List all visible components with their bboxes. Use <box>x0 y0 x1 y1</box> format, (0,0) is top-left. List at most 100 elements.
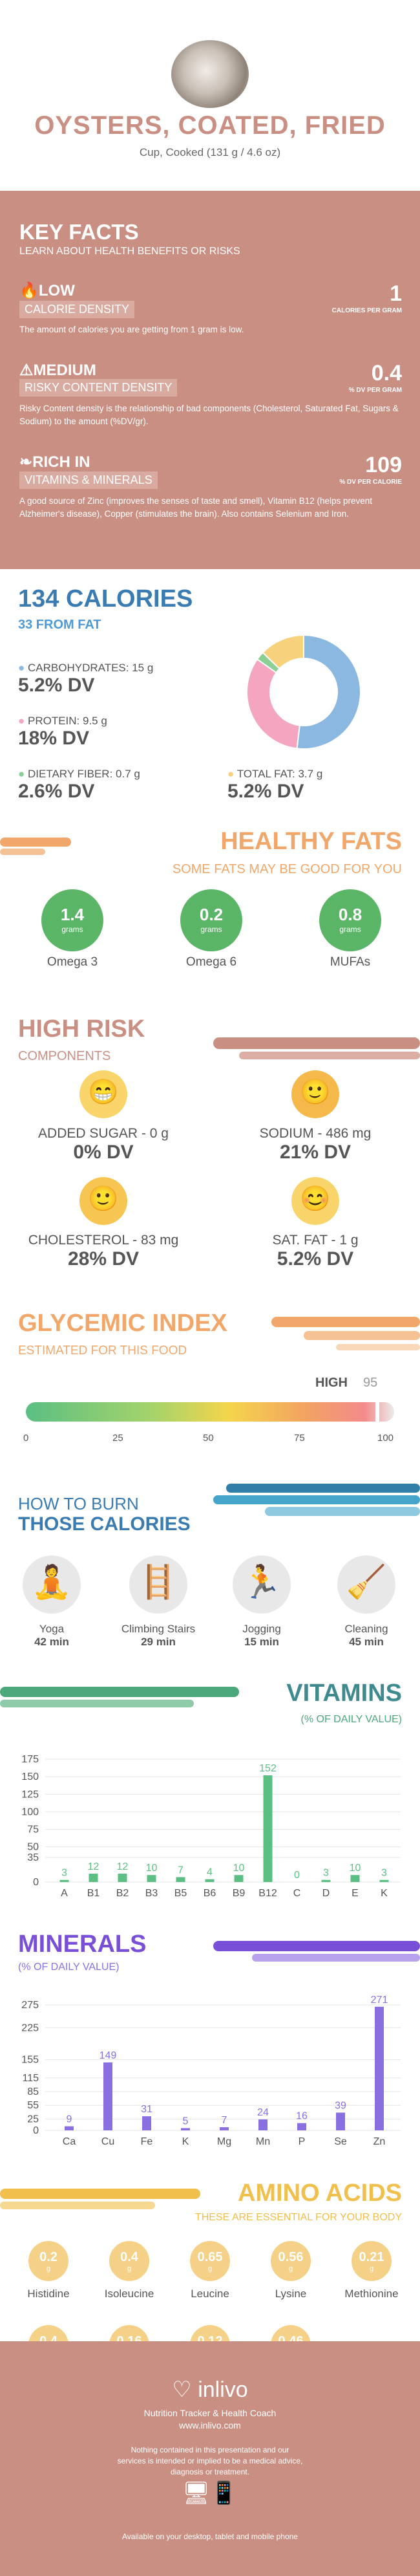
page-title: OYSTERS, COATED, FRIED <box>34 111 386 140</box>
page-subtitle: Cup, Cooked (131 g / 4.6 oz) <box>139 146 281 158</box>
decor-stripes <box>213 1484 420 1516</box>
footer-disclaimer: Nothing contained in this presentation a… <box>117 2445 303 2476</box>
x-tick-label: B5 <box>174 1888 187 1899</box>
amino-value-circle: 0.21 g <box>352 2241 392 2281</box>
high-risk-title: HIGH RISK <box>18 1015 145 1043</box>
bar-K <box>181 2128 190 2130</box>
decor-stripes <box>0 838 71 855</box>
glycemic-tick-75: 75 <box>294 1433 305 1444</box>
amino-subtitle: THESE ARE ESSENTIAL FOR YOUR BODY <box>194 2212 402 2223</box>
bar-value-label: 149 <box>100 2050 117 2061</box>
fat-block: ● TOTAL FAT: 3.7 g 5.2% DV <box>227 768 322 803</box>
risky-content-unit: % DV PER GRAM <box>348 387 402 394</box>
stairs-icon: 🪜 <box>129 1555 187 1614</box>
amino-value: 0.4 <box>120 2250 138 2264</box>
amino-value-circle: 0.56 g <box>271 2241 311 2281</box>
amino-value: 0.65 <box>197 2250 223 2264</box>
calorie-density-level: 🔥LOW <box>19 282 75 299</box>
burn-jogging: 🏃 Jogging 15 min <box>216 1555 307 1649</box>
amino-title: AMINO ACIDS <box>237 2180 402 2207</box>
burn-title-line1: HOW TO BURN <box>18 1494 139 1513</box>
glycemic-tick-100: 100 <box>377 1433 394 1444</box>
x-tick-label: B12 <box>258 1888 277 1899</box>
bar-value-label: 271 <box>371 1995 388 2006</box>
minerals-title: MINERALS <box>18 1931 147 1958</box>
fiber-dv: 2.6% DV <box>18 781 95 802</box>
x-tick-label: E <box>352 1888 359 1899</box>
cleaning-label: Cleaning <box>344 1623 388 1635</box>
sat-fat-item: 😊 SAT. FAT - 1 g 5.2% DV <box>238 1177 393 1270</box>
burn-cleaning: 🧹 Cleaning 45 min <box>321 1555 412 1649</box>
omega6-unit: grams <box>200 925 222 934</box>
bar-E <box>350 1875 360 1882</box>
sodium-label: SODIUM - 486 mg <box>259 1126 372 1141</box>
glycemic-subtitle: ESTIMATED FOR THIS FOOD <box>18 1344 187 1358</box>
glycemic-marker <box>375 1400 379 1424</box>
cholesterol-label: CHOLESTEROL - 83 mg <box>28 1233 179 1248</box>
burn-stairs: 🪜 Climbing Stairs 29 min <box>110 1555 207 1649</box>
donut-slice-protein <box>246 658 300 750</box>
donut-slice-total-fat <box>262 634 304 670</box>
bar-K <box>379 1879 389 1882</box>
calories-from-fat: 33 FROM FAT <box>18 618 101 632</box>
happy-face-icon: 😊 <box>291 1177 339 1225</box>
amino-unit: g <box>369 2265 374 2273</box>
stairs-label: Climbing Stairs <box>121 1623 196 1635</box>
x-tick-label: Zn <box>373 2136 386 2147</box>
vitamins-subtitle: (% OF DAILY VALUE) <box>300 1714 402 1725</box>
carbs-block: ● CARBOHYDRATES: 15 g 5.2% DV <box>18 662 153 697</box>
x-tick-label: Cu <box>101 2136 114 2147</box>
bar-Mn <box>258 2119 268 2130</box>
minerals-chart: 025 55 85 115 155 225 275 9 Ca 149 Cu 31 Fe 5 K 7 Mg 24 Mn… <box>21 1995 401 2147</box>
amino-item-isoleucine: 0.4 g Isoleucine <box>89 2241 170 2300</box>
sat-fat-dv: 5.2% DV <box>277 1248 354 1270</box>
bar-value-label: 0 <box>294 1870 300 1881</box>
amino-item-lysine: 0.56 g Lysine <box>250 2241 331 2300</box>
risky-content-level: ⚠MEDIUM <box>19 362 96 379</box>
carbs-dv: 5.2% DV <box>18 675 95 696</box>
y-tick-label: 100 <box>21 1806 39 1817</box>
mufas-item: 0.8 grams MUFAs <box>318 889 383 969</box>
yoga-label: Yoga <box>39 1623 65 1635</box>
bar-Se <box>336 2112 345 2130</box>
vitamins-minerals-level: ❧RICH IN <box>19 453 90 471</box>
y-tick-label: 0 <box>33 2125 39 2136</box>
bar-B1 <box>89 1873 98 1882</box>
amino-unit: g <box>288 2265 293 2273</box>
bar-value-label: 10 <box>146 1863 158 1874</box>
omega6-item: 0.2 grams Omega 6 <box>179 889 244 969</box>
x-tick-label: A <box>61 1888 68 1899</box>
footer-tagline: Nutrition Tracker & Health Coach <box>143 2408 277 2418</box>
vitamins-title: VITAMINS <box>286 1680 402 1707</box>
bar-value-label: 12 <box>88 1861 100 1872</box>
bar-value-label: 31 <box>141 2104 152 2115</box>
key-facts-section: KEY FACTS LEARN ABOUT HEALTH BENEFITS OR… <box>0 191 420 569</box>
fat-label: ● TOTAL FAT: 3.7 g <box>227 768 323 780</box>
glycemic-tick-50: 50 <box>203 1433 214 1444</box>
amino-label: Methionine <box>344 2288 399 2300</box>
amino-label: Lysine <box>275 2288 307 2300</box>
glycemic-tick-25: 25 <box>112 1433 123 1444</box>
key-facts-title: KEY FACTS <box>19 220 139 244</box>
amino-unit: g <box>207 2265 213 2273</box>
bar-value-label: 10 <box>350 1863 361 1874</box>
protein-block: ● PROTEIN: 9.5 g 18% DV <box>18 715 107 750</box>
yoga-icon: 🧘 <box>23 1555 81 1614</box>
glycemic-gauge <box>26 1400 394 1424</box>
macro-donut-chart <box>246 634 361 750</box>
bar-value-label: 3 <box>381 1868 387 1879</box>
x-tick-label: C <box>293 1888 301 1899</box>
cholesterol-dv: 28% DV <box>67 1248 140 1270</box>
bar-value-label: 16 <box>296 2111 308 2122</box>
y-tick-label: 85 <box>27 2086 39 2097</box>
x-tick-label: B1 <box>87 1888 100 1899</box>
bar-Ca <box>65 2126 74 2130</box>
amino-value: 0.56 <box>278 2250 304 2264</box>
glycemic-title: GLYCEMIC INDEX <box>18 1310 227 1337</box>
bar-B2 <box>118 1873 127 1882</box>
bar-value-label: 3 <box>323 1868 329 1879</box>
smile-face-icon: 🙂 <box>79 1177 127 1225</box>
footer-url[interactable]: www.inlivo.com <box>179 2420 241 2430</box>
added-sugar-dv: 0% DV <box>73 1142 134 1163</box>
bar-B3 <box>147 1875 156 1882</box>
